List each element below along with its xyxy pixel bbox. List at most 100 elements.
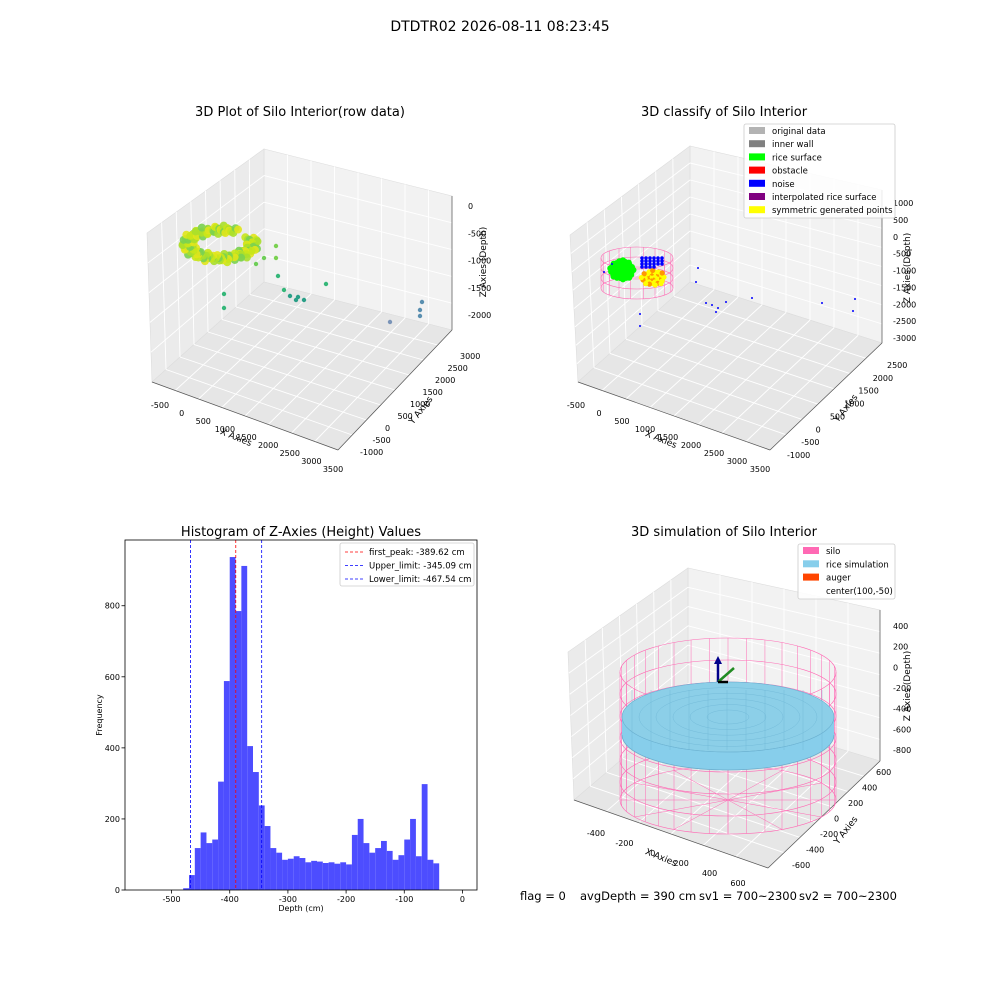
- panel2-x-tick: 1500: [658, 433, 678, 442]
- histogram-bar: [410, 818, 416, 890]
- panel2-y-tick: 500: [830, 412, 845, 421]
- p1-back-grid-z: [263, 254, 453, 304]
- histogram-bar: [194, 848, 201, 890]
- panel2-symmetric-point: [646, 281, 653, 287]
- histogram-bar: [229, 557, 236, 890]
- panel1-x-tick: 3000: [301, 457, 321, 466]
- panel2-rice-point: [619, 276, 626, 283]
- panel2-noise-point: [652, 259, 656, 263]
- p2-floor-grid-y: [641, 324, 835, 390]
- p2-floor-grid-y: [673, 295, 867, 359]
- panel1-xlabel: X Axies: [218, 427, 253, 449]
- panel2-ylabel: Y Axies: [832, 393, 861, 426]
- histogram-bar: [427, 859, 434, 890]
- histogram-bar: [421, 784, 428, 890]
- panel4-z-tick: 0: [893, 663, 898, 672]
- p2-floor-grid-y: [657, 310, 851, 374]
- panel2-legend-label: interpolated rice surface: [772, 193, 877, 203]
- panel1-z-ticks: 0 -500 -1000 -1500 -2000: [468, 202, 491, 320]
- p1-side-grid-y: [234, 169, 237, 308]
- panel2-x-tick: 3000: [727, 457, 747, 466]
- histogram-bar: [415, 856, 422, 890]
- panel2-y-tick: 2500: [887, 361, 907, 370]
- panel4-rice-surface: [621, 681, 835, 771]
- panel4-silo-spoke: [634, 799, 729, 818]
- panel2-legend-swatch: [749, 166, 765, 174]
- panel4-legend-items: silo rice simulation auger center(100,-50): [803, 547, 893, 597]
- p2-floor-grid-x: [625, 296, 739, 400]
- panel4-x-tick: -400: [587, 829, 605, 838]
- p1-back-grid-z: [263, 175, 453, 224]
- p1-side-grid-y: [219, 180, 223, 320]
- panel2-symmetric-point: [641, 271, 647, 277]
- histogram-bar: [322, 862, 329, 890]
- panel1-x-tick: 3500: [323, 465, 343, 474]
- p4-floor-grid-y: [590, 785, 785, 854]
- panel2-symmetric-point: [643, 281, 649, 287]
- histogram-bar: [270, 848, 277, 890]
- p1-floor-grid-y: [249, 294, 438, 346]
- p1-floor-grid-y: [193, 344, 381, 406]
- p2-side-grid-z: [573, 213, 691, 309]
- panel2-legend-label: obstacle: [772, 167, 808, 177]
- panel-classified-3d: 3D classify of Silo Interior -5000500100…: [567, 105, 916, 474]
- panel2-zlabel: Z Axies (Depth): [903, 233, 913, 304]
- panel4-y-tick: -600: [792, 861, 810, 870]
- p4-floor-grid-y: [606, 771, 801, 838]
- panel2-noise-point: [652, 265, 656, 269]
- panel4-y-tick: -200: [820, 830, 838, 839]
- panel1-point: [273, 243, 279, 249]
- panel2-noise-point: [751, 297, 753, 299]
- panel2-noise-point: [697, 267, 699, 269]
- p2-back-grid-z: [689, 247, 883, 306]
- panel4-x-tick: 0: [650, 849, 655, 858]
- panel2-noise-point: [717, 307, 719, 309]
- histogram-bar: [282, 859, 288, 890]
- panel1-point: [323, 281, 329, 287]
- panel4-rice-mesh-ring: [672, 698, 784, 736]
- histogram-bar: [253, 772, 259, 890]
- panel2-noise-point: [640, 259, 644, 263]
- figure-title: DTDTR02 2026-08-11 08:23:45: [390, 19, 609, 35]
- panel2-legend: original data inner wall rice surface obsta…: [743, 123, 896, 219]
- panel1-point: [234, 225, 243, 234]
- footer-sv1: sv1 = 700~2300: [699, 889, 797, 903]
- panel2-z-tick: -1000: [893, 267, 916, 276]
- panel1-point: [419, 299, 425, 305]
- panel2-noise-point: [660, 262, 664, 266]
- panel2-symmetric-point: [659, 270, 665, 276]
- panel1-y-tick: -1000: [360, 448, 383, 457]
- histogram-bar: [375, 848, 381, 890]
- panel4-legend: silo rice simulation auger center(100,-50): [797, 543, 896, 600]
- panel2-symmetric-point: [650, 267, 656, 274]
- panel4-rice-mesh-ring: [655, 693, 801, 742]
- panel1-point: [281, 287, 287, 293]
- panel4-z-tick: -200: [893, 684, 911, 693]
- panel2-y-tick: 1500: [858, 387, 878, 396]
- panel2-legend-frame: [743, 123, 896, 219]
- panel2-z-tick: 500: [893, 216, 908, 225]
- panel2-y-ticks: -1000 -500 0 500 1000 1500 2000 2500: [787, 361, 907, 460]
- panel1-x-tick: -500: [151, 401, 169, 410]
- panel1-point: [275, 273, 281, 279]
- p2-side-grid-z: [570, 162, 691, 254]
- histogram-bar: [241, 565, 248, 890]
- histogram-x-tick-label: -400: [221, 895, 239, 904]
- p2-back-grid-z: [689, 230, 883, 287]
- p4-side-grid-z: [569, 606, 689, 695]
- panel2-legend-swatch: [749, 140, 765, 148]
- p2-floor-grid-x: [649, 304, 763, 408]
- panel1-points: [178, 221, 425, 325]
- panel1-point: [197, 223, 206, 232]
- p1-floor-grid-y: [179, 356, 367, 421]
- histogram-x-tick-label: -500: [162, 895, 180, 904]
- p1-back-grid-z: [263, 228, 453, 277]
- panel2-x-tick: -500: [567, 401, 585, 410]
- histogram-bar: [404, 839, 411, 890]
- panel1-y-tick: 1500: [423, 388, 443, 397]
- panel2-z-tick: -2000: [893, 300, 916, 309]
- panel4-silo-wireframe: [619, 637, 837, 835]
- histogram-x-tick-label: -100: [395, 895, 413, 904]
- panel4-legend-label: silo: [826, 547, 840, 557]
- panel2-noise-point: [725, 301, 727, 303]
